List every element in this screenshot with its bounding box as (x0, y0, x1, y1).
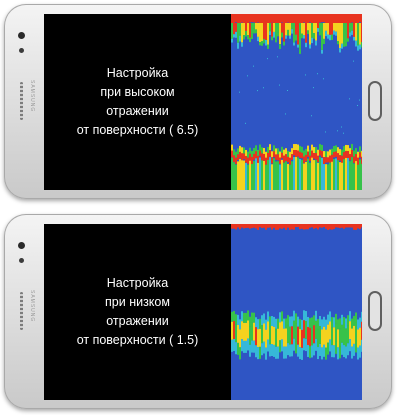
caption-line-1: Настройка (106, 276, 169, 290)
brand-logo: SAMSUNG (29, 80, 35, 113)
home-button[interactable] (368, 291, 382, 331)
proximity-sensor-icon (19, 258, 24, 263)
sonar-display (231, 14, 362, 190)
caption-line-3: отражении (106, 314, 169, 328)
proximity-sensor-icon (19, 48, 24, 53)
brand-logo: SAMSUNG (29, 290, 35, 323)
phone-bezel-left: SAMSUNG (11, 18, 39, 185)
caption-line-3: отражении (106, 104, 169, 118)
caption: Настройка при высоком отражении от повер… (44, 14, 231, 190)
front-camera-icon (18, 242, 25, 249)
home-button[interactable] (368, 81, 382, 121)
water-column (231, 224, 362, 400)
sonar-display (231, 224, 362, 400)
phone-high-reflection: SAMSUNG Настройка при высоком отражении … (4, 4, 392, 199)
caption-line-4: от поверхности ( 6.5) (76, 123, 199, 137)
sonar-image (231, 224, 362, 400)
screen: Настройка при низком отражении от поверх… (44, 224, 362, 400)
caption: Настройка при низком отражении от поверх… (44, 224, 231, 400)
caption-line-4: от поверхности ( 1.5) (76, 333, 199, 347)
sonar-image (231, 14, 362, 190)
caption-line-2: при высоком (100, 85, 175, 99)
caption-line-2: при низком (105, 295, 170, 309)
earpiece-speaker-icon (20, 82, 23, 120)
caption-line-1: Настройка (106, 66, 169, 80)
screen: Настройка при высоком отражении от повер… (44, 14, 362, 190)
front-camera-icon (18, 32, 25, 39)
phone-low-reflection: SAMSUNG Настройка при низком отражении о… (4, 214, 392, 409)
phone-bezel-left: SAMSUNG (11, 228, 39, 395)
earpiece-speaker-icon (20, 292, 23, 330)
